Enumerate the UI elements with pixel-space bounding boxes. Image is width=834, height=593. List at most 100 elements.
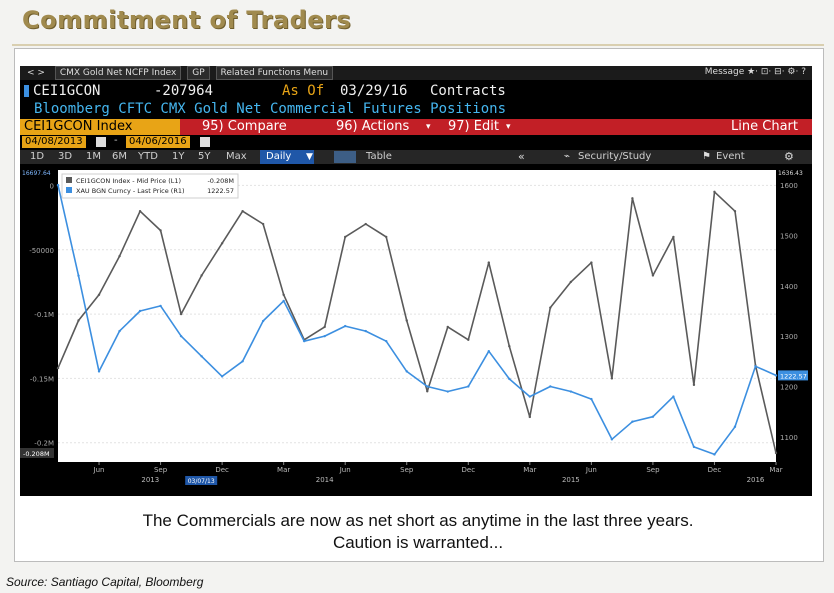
cot-data-point bbox=[138, 209, 142, 213]
x-year-label: 2014 bbox=[316, 476, 334, 484]
legend-swatch bbox=[66, 177, 72, 183]
gp-field[interactable]: GP bbox=[187, 66, 210, 80]
left-last-value-box bbox=[20, 447, 54, 458]
series-description: Bloomberg CFTC CMX Gold Net Commercial F… bbox=[34, 101, 507, 117]
range-3d[interactable]: 3D bbox=[58, 151, 73, 162]
range-max[interactable]: Max bbox=[226, 151, 247, 162]
right-tick-label: 1300 bbox=[780, 333, 798, 341]
gold-data-point bbox=[692, 445, 696, 449]
line-chart: 0 -50000 -0.1M -0.15M -0.2M 1600 1500 1400 1300 1… bbox=[20, 170, 808, 485]
nav-arrows[interactable]: < > bbox=[23, 67, 49, 79]
function-menubar: CEI1GCON Index 95) Compare 96) Actions ▾… bbox=[20, 119, 812, 135]
legend-last-value: 1222.57 bbox=[207, 187, 234, 195]
actions-caret-icon: ▾ bbox=[426, 122, 431, 132]
start-calendar-icon[interactable] bbox=[96, 137, 106, 147]
gold-data-point bbox=[754, 365, 757, 368]
left-tick-label: -0.2M bbox=[34, 440, 54, 448]
edit-caret-icon: ▾ bbox=[506, 122, 511, 132]
cot-data-point bbox=[446, 325, 449, 329]
event-button[interactable]: Event bbox=[716, 151, 745, 162]
gold-data-point bbox=[282, 299, 285, 303]
gold-data-point bbox=[508, 377, 511, 381]
cot-data-point bbox=[405, 319, 408, 322]
gold-data-point bbox=[77, 274, 80, 277]
frequency-dropdown[interactable]: Daily bbox=[260, 150, 314, 164]
ticker-line: CEI1GCON -207964 As Of 03/29/16 Contract… bbox=[20, 82, 812, 100]
gold-data-point bbox=[672, 395, 675, 398]
right-tick-label: 1500 bbox=[780, 232, 798, 240]
cot-data-point bbox=[179, 312, 183, 316]
cot-data-point bbox=[426, 390, 429, 393]
gold-data-point bbox=[569, 390, 573, 393]
cot-data-point bbox=[344, 235, 347, 239]
left-tick-label: 0 bbox=[50, 182, 54, 190]
right-last-value-box bbox=[778, 370, 808, 381]
right-tick-label: 1600 bbox=[780, 182, 798, 190]
end-date-field[interactable]: 04/06/2016 bbox=[126, 136, 190, 148]
x-month-label: Sep bbox=[646, 466, 660, 474]
security-study-button[interactable]: Security/Study bbox=[578, 151, 652, 162]
title-divider bbox=[12, 44, 824, 46]
end-calendar-icon[interactable] bbox=[200, 137, 210, 147]
chart-area: 0 -50000 -0.1M -0.15M -0.2M 1600 1500 1400 1300 1… bbox=[20, 164, 812, 496]
cot-data-point bbox=[774, 451, 778, 455]
date-separator: - bbox=[114, 135, 118, 146]
right-last-value: 1222.57 bbox=[780, 372, 807, 380]
cot-data-point bbox=[590, 261, 593, 264]
collapse-arrows-icon[interactable]: « bbox=[518, 150, 525, 163]
legend-label: CEI1GCON Index - Mid Price (L1) bbox=[76, 177, 181, 185]
edit-menu[interactable]: 97) Edit bbox=[448, 119, 499, 134]
actions-menu[interactable]: 96) Actions bbox=[336, 119, 410, 134]
left-tick-label: -50000 bbox=[29, 247, 54, 255]
x-month-label: Mar bbox=[523, 466, 536, 474]
cot-data-point bbox=[323, 325, 326, 329]
x-month-label: Jun bbox=[585, 466, 597, 474]
gold-data-point bbox=[385, 339, 388, 343]
gold-data-point bbox=[200, 355, 203, 358]
left-top-value: 16697.64 bbox=[22, 170, 51, 177]
gold-data-point bbox=[467, 385, 470, 388]
range-1d[interactable]: 1D bbox=[30, 151, 45, 162]
gold-data-point bbox=[179, 334, 183, 338]
chart-type-label[interactable]: Line Chart bbox=[731, 119, 798, 134]
gold-data-point bbox=[261, 319, 265, 323]
gold-data-point bbox=[446, 390, 449, 393]
range-1y[interactable]: 1Y bbox=[172, 151, 185, 162]
x-year-label: 2016 bbox=[747, 476, 765, 484]
as-of-date: 03/29/16 bbox=[340, 83, 408, 99]
topbar-right-controls[interactable]: Message ★· ⊡· ⊟· ⚙· ? bbox=[704, 67, 806, 77]
index-label[interactable]: CEI1GCON Index bbox=[20, 119, 180, 135]
cot-data-point bbox=[467, 338, 470, 341]
cot-data-point bbox=[200, 274, 203, 277]
security-field[interactable]: CMX Gold Net NCFP Index bbox=[54, 66, 182, 80]
compare-menu[interactable]: 95) Compare bbox=[202, 119, 287, 134]
x-month-label: Mar bbox=[769, 466, 782, 474]
cot-series-line bbox=[57, 191, 777, 454]
range-5y[interactable]: 5Y bbox=[198, 151, 211, 162]
cot-data-point bbox=[385, 235, 388, 239]
x-month-label: Dec bbox=[708, 466, 722, 474]
caption-line-1: The Commercials are now as net short as … bbox=[142, 511, 694, 530]
cot-data-point bbox=[631, 197, 634, 200]
legend-label: XAU BGN Curncy - Last Price (R1) bbox=[76, 187, 185, 195]
line-chart-icon[interactable] bbox=[334, 151, 356, 163]
range-ytd[interactable]: YTD bbox=[138, 151, 158, 162]
table-button[interactable]: Table bbox=[366, 151, 392, 162]
gold-data-point bbox=[774, 374, 778, 377]
related-functions-menu[interactable]: Related Functions Menu bbox=[215, 66, 334, 80]
gold-data-point bbox=[344, 324, 347, 328]
cot-data-point bbox=[56, 366, 60, 370]
cot-data-point bbox=[713, 190, 716, 194]
x-marker-box bbox=[185, 476, 218, 485]
range-6m[interactable]: 6M bbox=[112, 151, 127, 162]
terminal-topbar: < > CMX Gold Net NCFP Index GP Related F… bbox=[20, 66, 812, 80]
cot-data-point bbox=[364, 222, 367, 226]
settings-gear-icon[interactable]: ⚙ bbox=[784, 150, 794, 163]
x-month-label: Sep bbox=[154, 466, 168, 474]
start-date-field[interactable]: 04/08/2013 bbox=[22, 136, 86, 148]
gold-data-point bbox=[302, 339, 306, 343]
gold-data-point bbox=[56, 183, 60, 187]
cot-data-point bbox=[261, 222, 265, 226]
range-1m[interactable]: 1M bbox=[86, 151, 101, 162]
cot-data-point bbox=[549, 306, 552, 309]
